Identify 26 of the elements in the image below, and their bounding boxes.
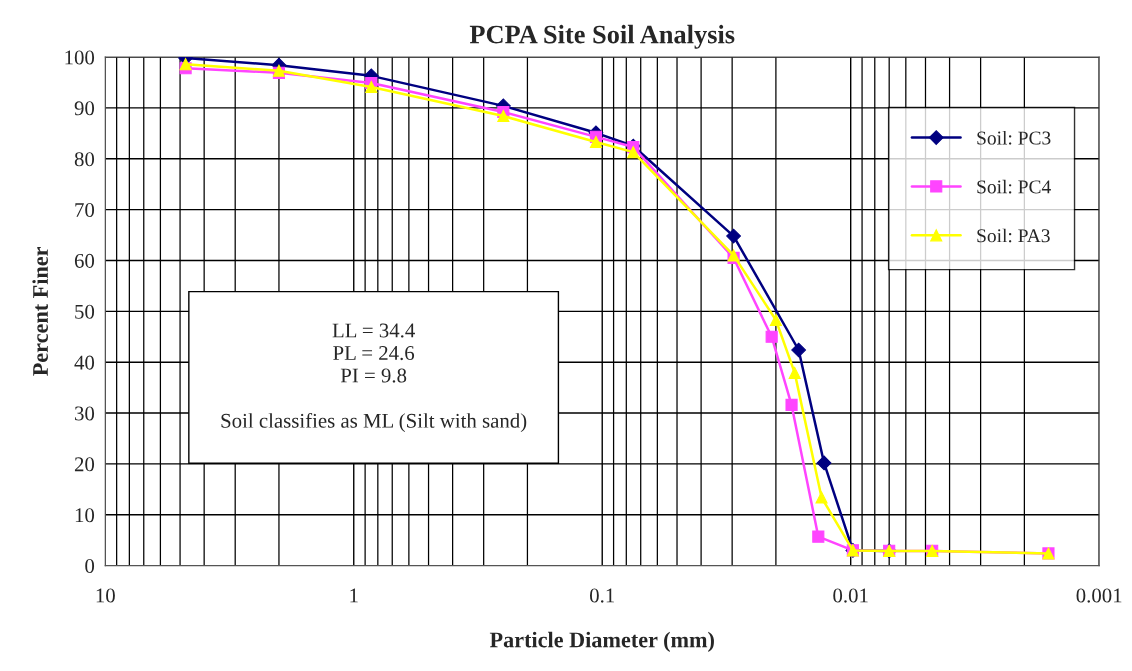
annotation: LL = 34.4: [332, 323, 415, 338]
x-axis-title: Particle Diameter (mm): [489, 631, 714, 652]
x-tick-label: 1: [350, 588, 358, 603]
y-tick-label: 90: [74, 101, 95, 116]
legend-label: Soil: PA3: [977, 228, 1050, 243]
legend-label: Soil: PC3: [977, 130, 1051, 145]
y-tick-label: 60: [74, 253, 95, 268]
x-tick-label: 0.01: [833, 588, 868, 603]
x-tick-label: 10: [96, 588, 115, 603]
y-tick-label: 0: [85, 559, 95, 574]
annotation: Soil classifies as ML (Silt with sand): [221, 412, 527, 433]
chart-title: PCPA Site Soil Analysis: [469, 24, 735, 49]
x-tick-label: 0.001: [1076, 588, 1122, 603]
y-tick-label: 30: [75, 406, 95, 421]
legend-label: Soil: PC4: [977, 179, 1051, 194]
annotation: PL = 24.6: [333, 346, 415, 361]
y-tick-label: 50: [75, 304, 95, 319]
y-tick-label: 80: [74, 152, 95, 167]
y-axis-title: Percent Finer: [32, 246, 48, 376]
y-tick-label: 70: [75, 202, 95, 218]
y-tick-label: 20: [74, 457, 95, 472]
y-tick-label: 40: [74, 355, 95, 370]
x-tick-label: 0.1: [590, 588, 614, 603]
y-tick-label: 100: [65, 50, 95, 65]
y-tick-label: 10: [75, 508, 95, 523]
annotation: PI = 9.8: [340, 368, 407, 383]
